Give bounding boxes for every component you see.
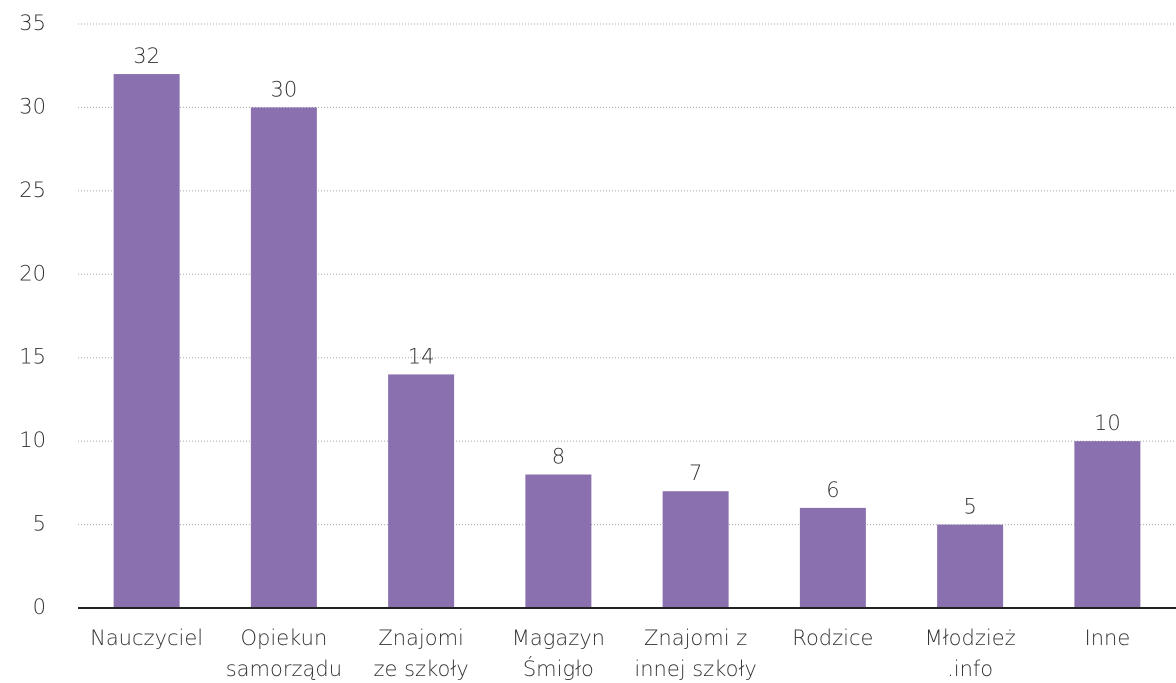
x-tick-label: Magazyn bbox=[512, 626, 605, 650]
value-label: 14 bbox=[408, 344, 435, 368]
value-label: 5 bbox=[963, 495, 976, 519]
x-tick-label: Opiekun bbox=[241, 626, 328, 650]
y-tick-label: 15 bbox=[19, 345, 46, 369]
bar bbox=[250, 107, 317, 608]
x-tick-label: Śmigło bbox=[523, 656, 594, 681]
x-tick-label: Znajomi z bbox=[644, 626, 747, 650]
bar bbox=[113, 74, 180, 609]
x-tick-label: ze szkoły bbox=[374, 657, 469, 681]
x-tick-label: .info bbox=[947, 657, 993, 681]
bar bbox=[388, 374, 455, 608]
y-tick-label: 10 bbox=[19, 428, 46, 452]
value-label: 10 bbox=[1094, 411, 1121, 435]
y-tick-label: 35 bbox=[19, 11, 46, 35]
x-tick-label: Znajomi bbox=[378, 626, 464, 650]
bar bbox=[525, 474, 592, 608]
bar bbox=[662, 491, 729, 608]
x-tick-label: Inne bbox=[1085, 626, 1131, 650]
y-tick-label: 5 bbox=[33, 512, 46, 536]
value-label: 30 bbox=[271, 77, 298, 101]
value-label: 8 bbox=[552, 445, 565, 469]
x-tick-label: innej szkoły bbox=[634, 657, 757, 681]
bar bbox=[1074, 441, 1141, 608]
y-tick-label: 30 bbox=[19, 94, 46, 118]
bar bbox=[937, 524, 1004, 608]
y-tick-label: 25 bbox=[19, 178, 46, 202]
y-tick-label: 0 bbox=[33, 595, 46, 619]
x-tick-label: Młodzież bbox=[925, 626, 1016, 650]
value-label: 7 bbox=[689, 461, 702, 485]
bar bbox=[799, 507, 866, 608]
x-tick-label: samorządu bbox=[226, 657, 342, 681]
x-tick-label: Nauczyciel bbox=[90, 626, 203, 650]
value-label: 6 bbox=[826, 478, 839, 502]
y-tick-label: 20 bbox=[19, 261, 46, 285]
value-label: 32 bbox=[133, 44, 160, 68]
x-tick-label: Rodzice bbox=[792, 626, 873, 650]
